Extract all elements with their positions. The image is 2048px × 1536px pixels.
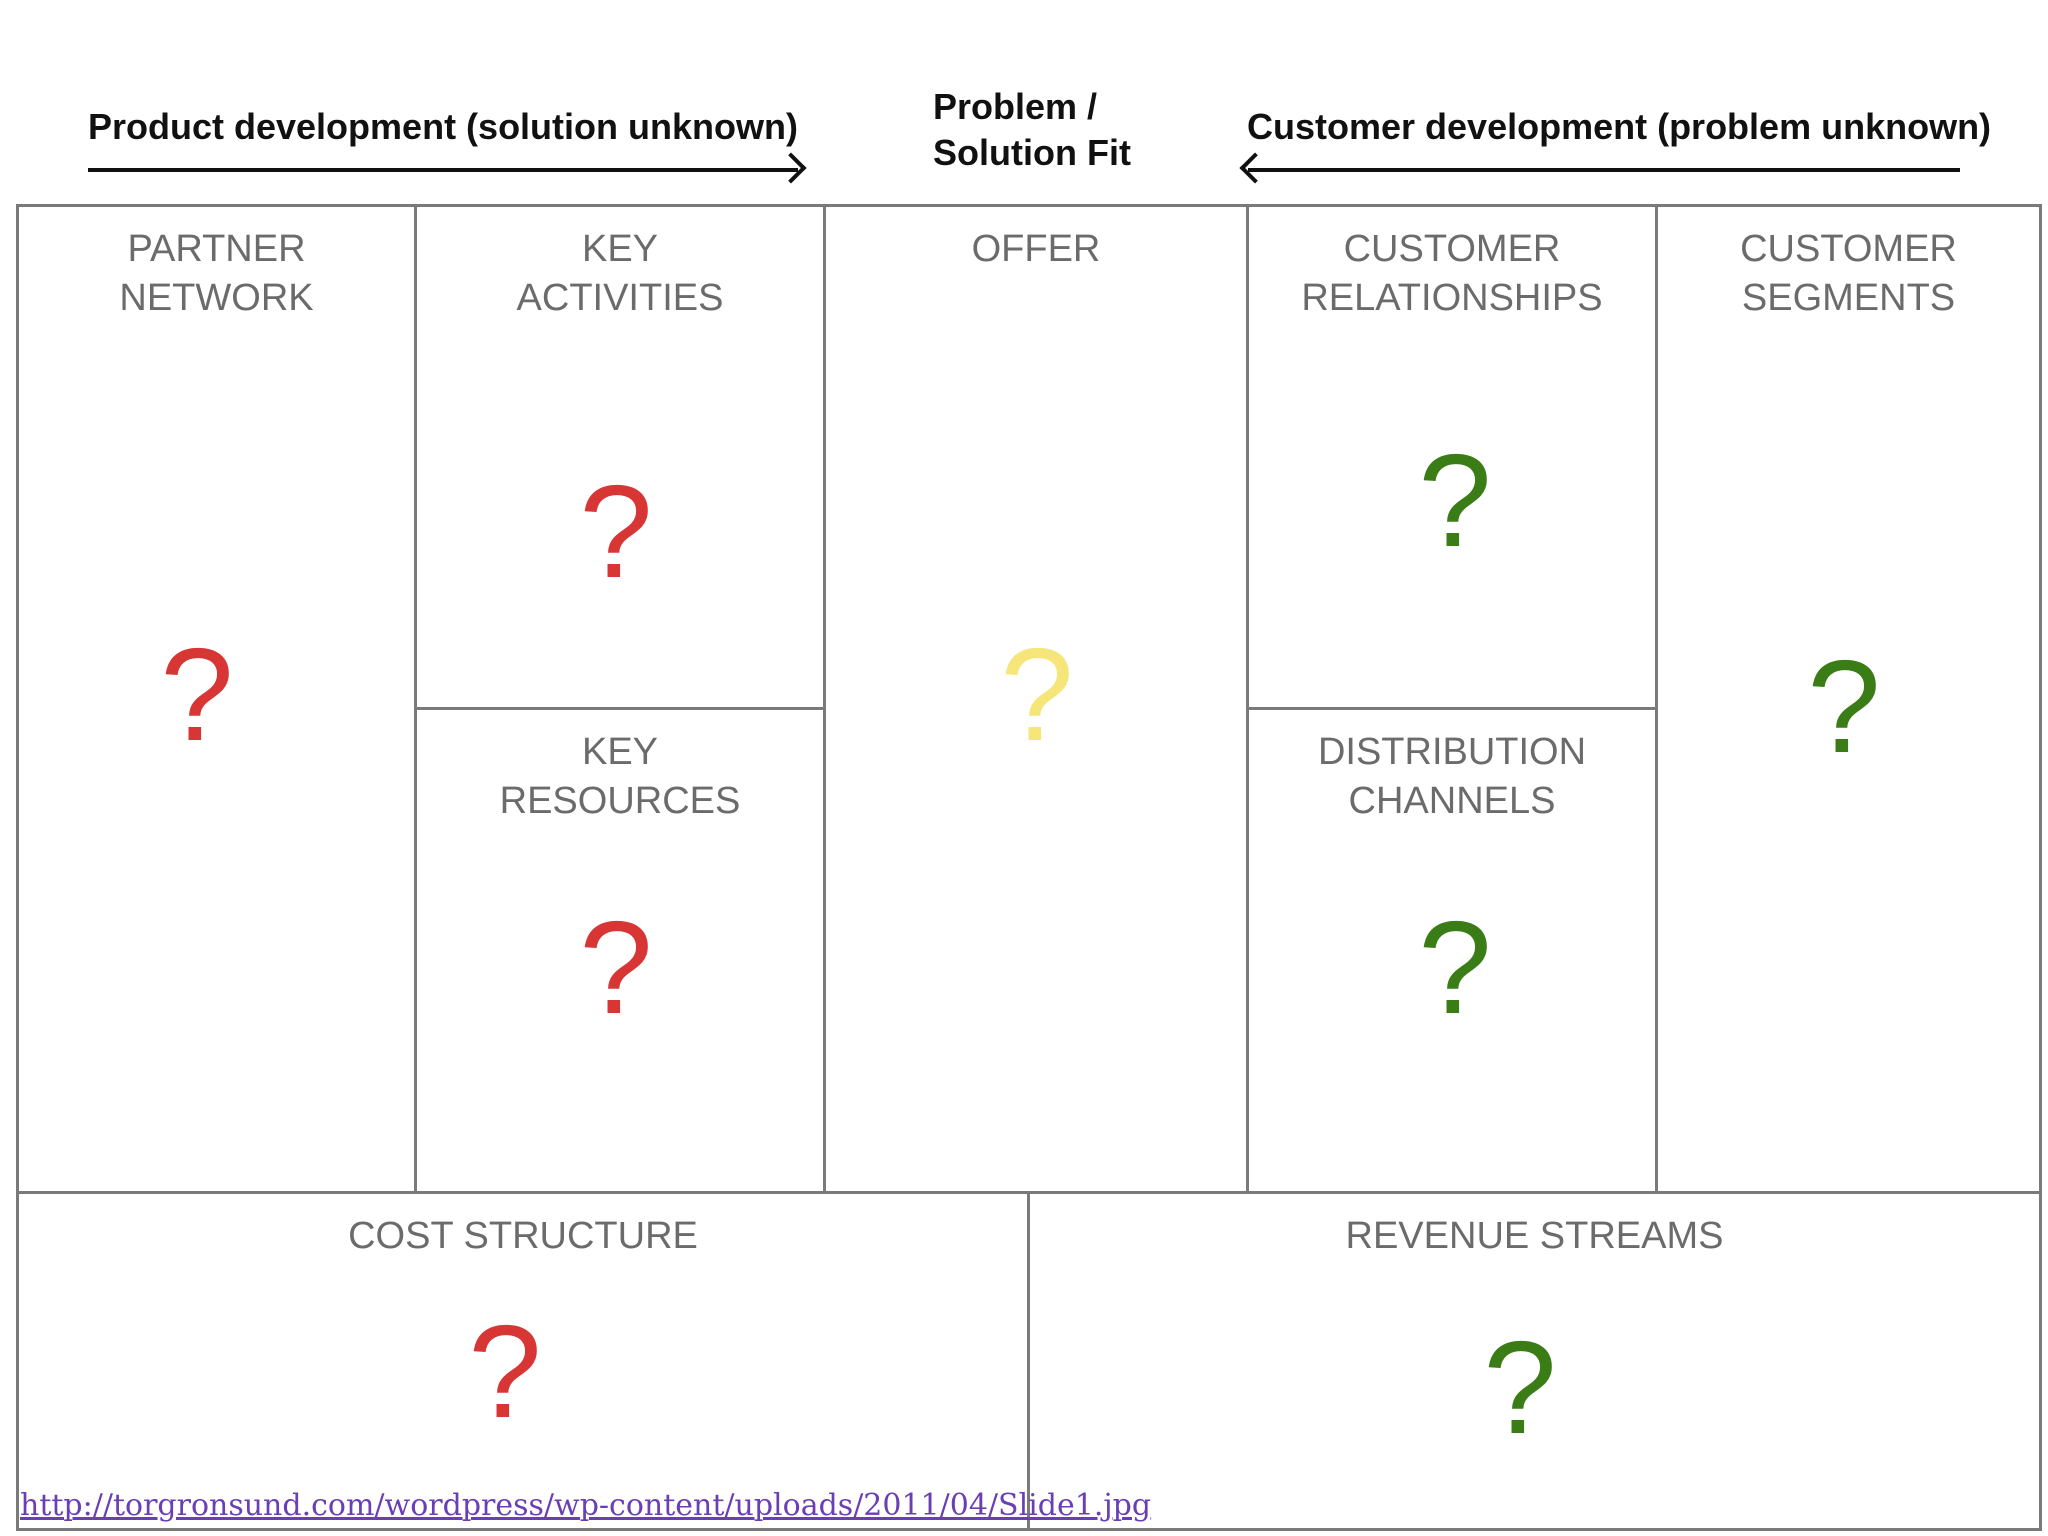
customer-segments-label-line-1: CUSTOMER [1740, 228, 1957, 270]
center-heading-line-1: Problem / [933, 86, 1098, 127]
customer-segments-label: CUSTOMER SEGMENTS [1658, 225, 2039, 323]
distribution-channels-box: DISTRIBUTION CHANNELS ? [1246, 707, 1658, 1194]
cost-structure-label-line-1: COST STRUCTURE [348, 1215, 698, 1257]
key-activities-label: KEY ACTIVITIES [417, 225, 823, 323]
revenue-streams-label-line-1: REVENUE STREAMS [1345, 1215, 1724, 1257]
customer-relationships-label: CUSTOMER RELATIONSHIPS [1249, 225, 1655, 323]
key-resources-label: KEY RESOURCES [417, 728, 823, 826]
offer-label-line-1: OFFER [971, 228, 1101, 270]
left-arrow-icon [1248, 168, 1960, 172]
distribution-channels-question-icon: ? [1418, 894, 1492, 1041]
key-resources-label-line-2: RESOURCES [499, 780, 741, 822]
key-resources-box: KEY RESOURCES ? [414, 707, 826, 1194]
key-activities-box: KEY ACTIVITIES ? [414, 204, 826, 710]
cost-structure-label: COST STRUCTURE [19, 1212, 1027, 1261]
center-heading-line-2: Solution Fit [933, 132, 1131, 173]
revenue-streams-question-icon: ? [1483, 1314, 1557, 1461]
customer-relationships-label-line-2: RELATIONSHIPS [1301, 277, 1603, 319]
partner-network-question-icon: ? [160, 621, 234, 768]
distribution-channels-label: DISTRIBUTION CHANNELS [1249, 728, 1655, 826]
partner-network-label: PARTNER NETWORK [19, 225, 414, 323]
distribution-channels-label-line-2: CHANNELS [1348, 780, 1556, 822]
right-arrow-icon [88, 168, 798, 172]
distribution-channels-label-line-1: DISTRIBUTION [1317, 731, 1587, 773]
customer-segments-question-icon: ? [1807, 633, 1881, 780]
customer-relationships-box: CUSTOMER RELATIONSHIPS ? [1246, 204, 1658, 710]
cost-structure-question-icon: ? [468, 1298, 542, 1445]
offer-box: OFFER ? [823, 204, 1249, 1194]
partner-network-label-line-2: NETWORK [119, 277, 314, 319]
key-resources-label-line-1: KEY [581, 731, 659, 773]
revenue-streams-box: REVENUE STREAMS ? [1027, 1191, 2042, 1531]
customer-segments-label-line-2: SEGMENTS [1741, 277, 1956, 319]
revenue-streams-label: REVENUE STREAMS [1030, 1212, 2039, 1261]
problem-solution-fit-heading: Problem / Solution Fit [933, 84, 1131, 176]
key-resources-question-icon: ? [579, 894, 653, 1041]
source-link[interactable]: http://torgronsund.com/wordpress/wp-cont… [20, 1488, 1152, 1523]
key-activities-label-line-1: KEY [581, 228, 659, 270]
customer-relationships-question-icon: ? [1418, 427, 1492, 574]
product-development-heading: Product development (solution unknown) [88, 106, 798, 147]
customer-relationships-label-line-1: CUSTOMER [1343, 228, 1561, 270]
partner-network-box: PARTNER NETWORK ? [16, 204, 417, 1194]
customer-segments-box: CUSTOMER SEGMENTS ? [1655, 204, 2042, 1194]
offer-question-icon: ? [1000, 621, 1074, 768]
cost-structure-box: COST STRUCTURE ? [16, 1191, 1030, 1531]
key-activities-question-icon: ? [579, 458, 653, 605]
customer-development-heading: Customer development (problem unknown) [1247, 106, 1992, 147]
offer-label: OFFER [826, 225, 1246, 274]
partner-network-label-line-1: PARTNER [127, 228, 306, 270]
key-activities-label-line-2: ACTIVITIES [516, 277, 724, 319]
